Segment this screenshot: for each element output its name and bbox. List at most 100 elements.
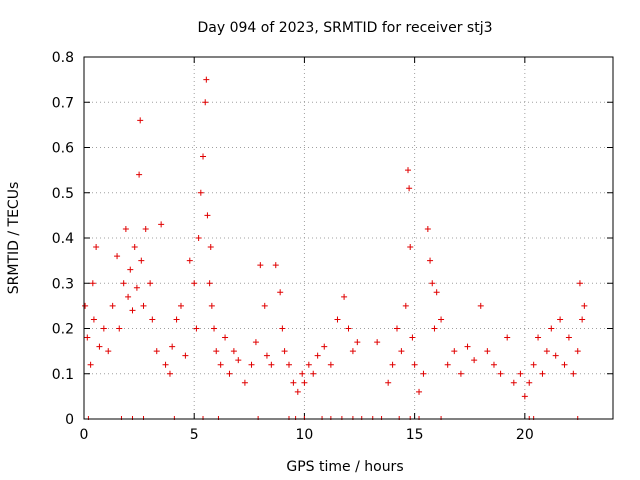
data-point (120, 280, 127, 287)
data-point (411, 361, 418, 368)
data-point (406, 185, 413, 192)
y-tick-label: 0.2 (52, 322, 74, 338)
data-point (349, 348, 356, 355)
data-point (173, 316, 180, 323)
data-point (294, 388, 301, 395)
data-point (526, 379, 533, 386)
data-point (131, 244, 138, 251)
data-point (140, 302, 147, 309)
data-point (202, 99, 209, 106)
x-tick-label: 15 (406, 427, 424, 443)
data-point (530, 361, 537, 368)
data-point (398, 348, 405, 355)
data-point (90, 316, 97, 323)
y-tick-label: 0.3 (52, 276, 74, 292)
data-point (257, 262, 264, 269)
data-point (158, 221, 165, 228)
data-point (576, 280, 583, 287)
y-tick-label: 0.5 (52, 186, 74, 202)
data-point (504, 334, 511, 341)
data-point (420, 370, 427, 377)
grid-lines (84, 57, 613, 419)
data-point (405, 167, 412, 174)
data-point (213, 348, 220, 355)
data-point (142, 225, 149, 232)
data-point (182, 352, 189, 359)
data-point (497, 370, 504, 377)
data-point (127, 266, 134, 273)
data-point (345, 325, 352, 332)
data-point (136, 171, 143, 178)
data-point (252, 339, 259, 346)
data-point (207, 244, 214, 251)
y-tick-label: 0.4 (52, 231, 74, 247)
data-point (570, 370, 577, 377)
data-point (116, 325, 123, 332)
data-point (424, 225, 431, 232)
data-point (299, 370, 306, 377)
data-point (314, 352, 321, 359)
data-point (543, 348, 550, 355)
data-point (89, 280, 96, 287)
data-point (241, 379, 248, 386)
data-point (429, 280, 436, 287)
data-point (539, 370, 546, 377)
data-point (268, 361, 275, 368)
data-point (211, 325, 218, 332)
data-point (93, 244, 100, 251)
data-point (149, 316, 156, 323)
data-point (416, 388, 423, 395)
data-point (444, 361, 451, 368)
axis-ticks: 0 0.1 0.2 0.3 0.4 0.5 0.6 0.7 0.8 0 5 10 15 20 (52, 50, 613, 443)
data-point (203, 76, 210, 83)
data-point (100, 325, 107, 332)
data-point (290, 379, 297, 386)
data-point (402, 302, 409, 309)
data-point (321, 343, 328, 350)
y-tick-label: 0.6 (52, 141, 74, 157)
data-point (222, 334, 229, 341)
x-axis-label: GPS time / hours (286, 459, 403, 475)
data-point (327, 361, 334, 368)
data-point (277, 289, 284, 296)
data-point (129, 307, 136, 314)
data-point (471, 357, 478, 364)
data-point (281, 348, 288, 355)
data-point (153, 348, 160, 355)
x-tick-label: 10 (296, 427, 314, 443)
data-point (510, 379, 517, 386)
data-point (438, 316, 445, 323)
data-point (177, 302, 184, 309)
data-point (137, 117, 144, 124)
data-point (477, 302, 484, 309)
data-point (409, 334, 416, 341)
y-tick-label: 0.1 (52, 367, 74, 383)
data-point (191, 280, 198, 287)
data-point (285, 361, 292, 368)
data-point (334, 316, 341, 323)
data-point (552, 352, 559, 359)
data-point (82, 302, 89, 309)
data-point (114, 253, 121, 260)
data-point (389, 361, 396, 368)
data-point (197, 189, 204, 196)
data-point (272, 262, 279, 269)
data-points (82, 76, 588, 420)
data-point (125, 293, 132, 300)
data-point (301, 379, 308, 386)
data-point (457, 370, 464, 377)
data-point (484, 348, 491, 355)
x-tick-label: 0 (80, 427, 89, 443)
data-point (385, 379, 392, 386)
data-point (84, 334, 91, 341)
data-point (226, 370, 233, 377)
data-point (517, 370, 524, 377)
data-point (162, 361, 169, 368)
y-tick-label: 0.8 (52, 50, 74, 66)
data-point (279, 325, 286, 332)
y-tick-label: 0 (65, 412, 74, 428)
data-point (200, 153, 207, 160)
data-point (393, 325, 400, 332)
x-tick-label: 5 (190, 427, 199, 443)
